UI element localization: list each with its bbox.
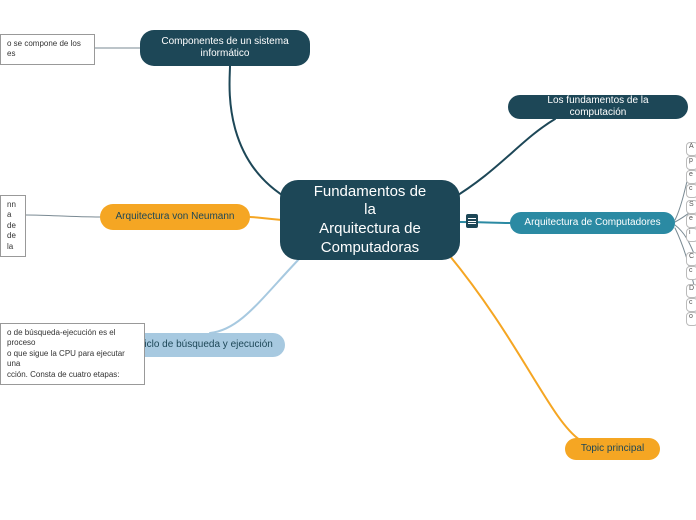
node-arqcomp-label: Arquitectura de Computadores bbox=[524, 217, 660, 230]
central-label: Fundamentos de laArquitectura deComputad… bbox=[308, 183, 432, 258]
leaf-node[interactable]: e bbox=[686, 214, 696, 228]
leaf-node[interactable]: c bbox=[686, 298, 696, 312]
node-neumann[interactable]: Arquitectura von Neumann bbox=[100, 204, 250, 230]
node-ciclo-label: Ciclo de búsqueda y ejecución bbox=[137, 339, 273, 352]
leaf-node[interactable]: A bbox=[686, 142, 696, 156]
note-icon[interactable] bbox=[466, 214, 478, 228]
node-ciclo[interactable]: Ciclo de búsqueda y ejecución bbox=[125, 333, 285, 357]
textbox-neumann: nna dede la bbox=[0, 195, 26, 257]
central-node[interactable]: Fundamentos de laArquitectura deComputad… bbox=[280, 180, 460, 260]
node-neumann-label: Arquitectura von Neumann bbox=[116, 211, 235, 224]
textbox-componentes: o se compone de loses bbox=[0, 34, 95, 65]
node-componentes-label: Componentes de un sistema informático bbox=[150, 36, 300, 61]
leaf-node[interactable]: p bbox=[686, 156, 696, 170]
leaf-node[interactable]: D bbox=[686, 284, 696, 298]
leaf-node[interactable]: c bbox=[686, 184, 696, 198]
node-fundamentos-label: Los fundamentos de la computación bbox=[518, 95, 678, 120]
node-componentes[interactable]: Componentes de un sistema informático bbox=[140, 30, 310, 66]
node-fundamentos[interactable]: Los fundamentos de la computación bbox=[508, 95, 688, 119]
node-arqcomp[interactable]: Arquitectura de Computadores bbox=[510, 212, 675, 234]
leaf-node[interactable]: c bbox=[686, 266, 696, 280]
leaf-node[interactable]: i bbox=[686, 228, 696, 242]
node-topic[interactable]: Topic principal bbox=[565, 438, 660, 460]
textbox-ciclo: o de búsqueda-ejecución es el procesoo q… bbox=[0, 323, 145, 385]
node-topic-label: Topic principal bbox=[581, 443, 644, 456]
leaf-node[interactable]: o bbox=[686, 312, 696, 326]
leaf-node[interactable]: S bbox=[686, 200, 696, 214]
leaf-node[interactable]: e bbox=[686, 170, 696, 184]
leaf-node[interactable]: C bbox=[686, 252, 696, 266]
